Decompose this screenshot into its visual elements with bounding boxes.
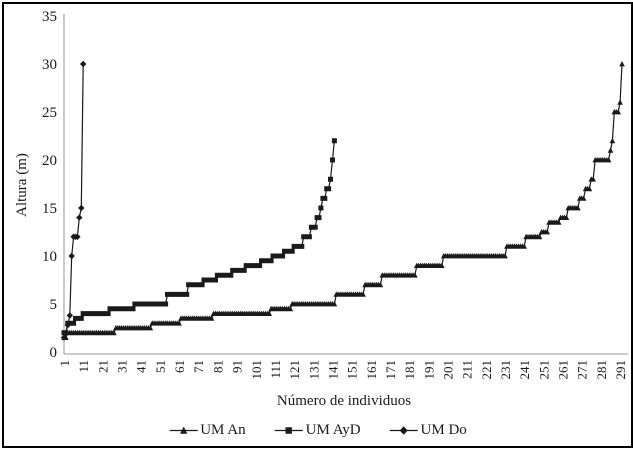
- triangle-marker-icon: [169, 426, 198, 434]
- x-axis-title: Número de individuos: [277, 393, 411, 409]
- svg-text:281: 281: [594, 360, 609, 380]
- svg-text:20: 20: [42, 153, 57, 169]
- svg-text:61: 61: [172, 360, 187, 373]
- svg-text:1: 1: [57, 360, 72, 367]
- svg-text:5: 5: [50, 297, 58, 313]
- svg-text:131: 131: [306, 360, 321, 380]
- svg-text:21: 21: [95, 360, 110, 373]
- svg-text:11: 11: [76, 360, 91, 373]
- svg-text:81: 81: [210, 360, 225, 373]
- svg-text:231: 231: [498, 360, 513, 380]
- legend-item-um-do: UM Do: [389, 422, 467, 439]
- diamond-marker-icon: [389, 426, 418, 435]
- svg-text:111: 111: [268, 360, 283, 379]
- svg-text:171: 171: [383, 360, 398, 380]
- svg-text:101: 101: [249, 360, 264, 380]
- svg-text:151: 151: [345, 360, 360, 380]
- svg-text:121: 121: [287, 360, 302, 380]
- legend-label-um-an: UM An: [200, 422, 246, 438]
- svg-text:181: 181: [402, 360, 417, 380]
- legend-label-um-ayd: UM AyD: [305, 422, 361, 438]
- svg-text:30: 30: [42, 57, 57, 73]
- svg-text:31: 31: [115, 360, 130, 373]
- legend: UM An UM AyD UM Do: [168, 422, 467, 439]
- svg-text:291: 291: [613, 360, 628, 380]
- legend-item-um-ayd: UM AyD: [274, 422, 361, 439]
- svg-text:15: 15: [42, 201, 57, 217]
- legend-item-um-an: UM An: [168, 422, 246, 439]
- svg-text:211: 211: [460, 360, 475, 379]
- svg-text:261: 261: [556, 360, 571, 380]
- svg-text:141: 141: [326, 360, 341, 380]
- svg-text:71: 71: [191, 360, 206, 373]
- svg-text:251: 251: [536, 360, 551, 380]
- svg-text:41: 41: [134, 360, 149, 373]
- svg-text:0: 0: [50, 345, 58, 361]
- svg-text:91: 91: [230, 360, 245, 373]
- svg-text:271: 271: [575, 360, 590, 380]
- svg-text:10: 10: [42, 249, 57, 265]
- y-axis-title: Altura (m): [14, 153, 30, 217]
- svg-text:241: 241: [517, 360, 532, 380]
- svg-text:35: 35: [42, 9, 57, 25]
- svg-text:201: 201: [441, 360, 456, 380]
- svg-text:51: 51: [153, 360, 168, 373]
- svg-text:221: 221: [479, 360, 494, 380]
- square-marker-icon: [274, 427, 303, 434]
- legend-label-um-do: UM Do: [420, 422, 467, 438]
- svg-text:161: 161: [364, 360, 379, 380]
- svg-text:25: 25: [42, 105, 57, 121]
- svg-text:191: 191: [421, 360, 436, 380]
